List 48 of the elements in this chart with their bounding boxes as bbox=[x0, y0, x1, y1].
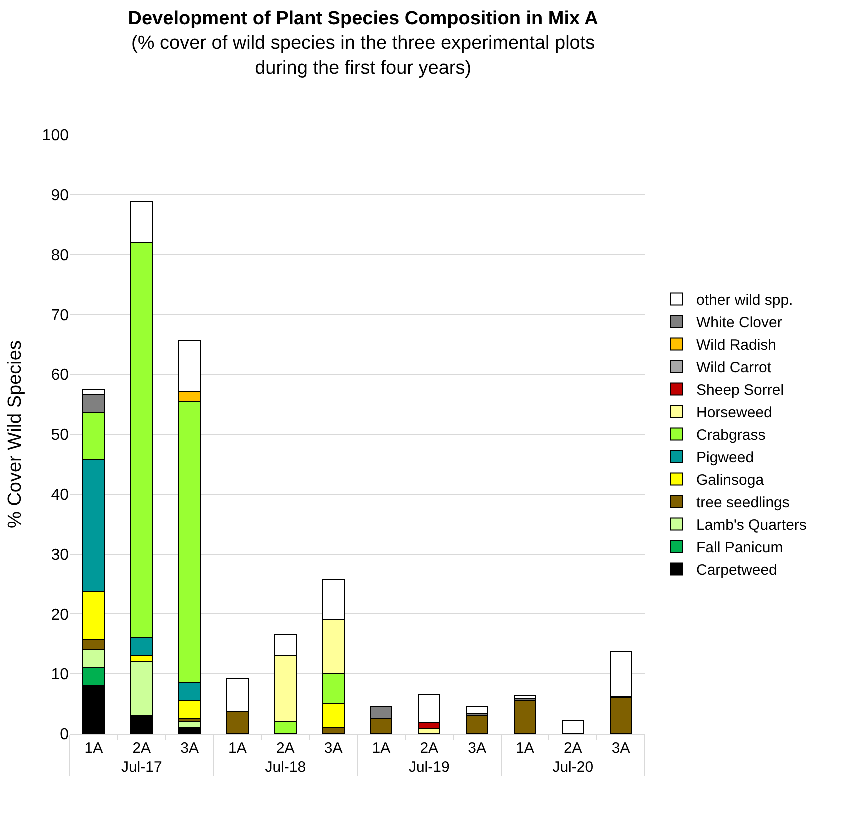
x-tick-label: 2A bbox=[564, 740, 582, 757]
x-tick-label: 3A bbox=[468, 740, 486, 757]
y-tick-label: 30 bbox=[51, 546, 70, 564]
y-tick-label: 0 bbox=[60, 726, 70, 744]
x-tick-label: 1A bbox=[228, 740, 247, 757]
x-tick-label: 3A bbox=[180, 740, 199, 757]
y-tick-label: 40 bbox=[51, 487, 70, 504]
x-tick-label: 1A bbox=[372, 740, 391, 757]
legend-label: Sheep Sorrel bbox=[696, 382, 784, 400]
legend-label: tree seedlings bbox=[696, 494, 790, 512]
legend-label: Wild Radish bbox=[696, 337, 777, 354]
legend-label: White Clover bbox=[696, 314, 782, 332]
legend-label: Carpetweed bbox=[696, 562, 778, 580]
bar bbox=[466, 706, 489, 714]
x-tick-label: 3A bbox=[612, 740, 630, 757]
y-tick-label: 20 bbox=[51, 606, 70, 624]
x-tick-label: 1A bbox=[516, 740, 534, 757]
y-tick-label: 80 bbox=[51, 247, 70, 264]
y-tick-label: 10 bbox=[51, 666, 70, 684]
legend-label: Fall Panicum bbox=[696, 540, 784, 557]
x-tick-label: 2A bbox=[420, 740, 439, 757]
x-tick-label: 3A bbox=[324, 740, 343, 757]
y-tick-label: 90 bbox=[51, 188, 70, 204]
y-tick-label: 50 bbox=[51, 427, 70, 444]
legend-label: Galinsoga bbox=[696, 472, 765, 490]
y-tick-label: 60 bbox=[51, 367, 70, 384]
legend-label: Pigweed bbox=[696, 450, 754, 467]
text: Jul-18 bbox=[265, 759, 306, 776]
legend-label: Wild Carrot bbox=[696, 360, 772, 377]
legend-label: other wild spp. bbox=[696, 292, 794, 310]
text: Jul-20 bbox=[552, 759, 594, 776]
legend-label: Crabgrass bbox=[696, 427, 766, 444]
text: Jul-17 bbox=[121, 759, 162, 776]
bar bbox=[562, 720, 584, 734]
x-tick-label: 1A bbox=[84, 740, 104, 757]
y-tick-label: 70 bbox=[51, 307, 70, 324]
x-tick-label: 2A bbox=[276, 740, 295, 757]
chart-title: Development of Plant Species Composition in Mix A bbox=[128, 8, 599, 30]
bar bbox=[514, 695, 536, 700]
text: Jul-19 bbox=[408, 759, 450, 776]
chart-subtitle: (% cover of wild species in the three experimental plots during the first four years) bbox=[132, 33, 596, 79]
bar bbox=[514, 700, 536, 734]
y-axis-title: % Cover Wild Species bbox=[5, 340, 26, 528]
y-tick-label: 100 bbox=[42, 128, 70, 145]
x-tick-label: 2A bbox=[132, 740, 152, 757]
bar bbox=[466, 716, 489, 734]
legend-label: Horseweed bbox=[696, 404, 772, 422]
legend-label: Lamb's Quarters bbox=[696, 517, 807, 534]
